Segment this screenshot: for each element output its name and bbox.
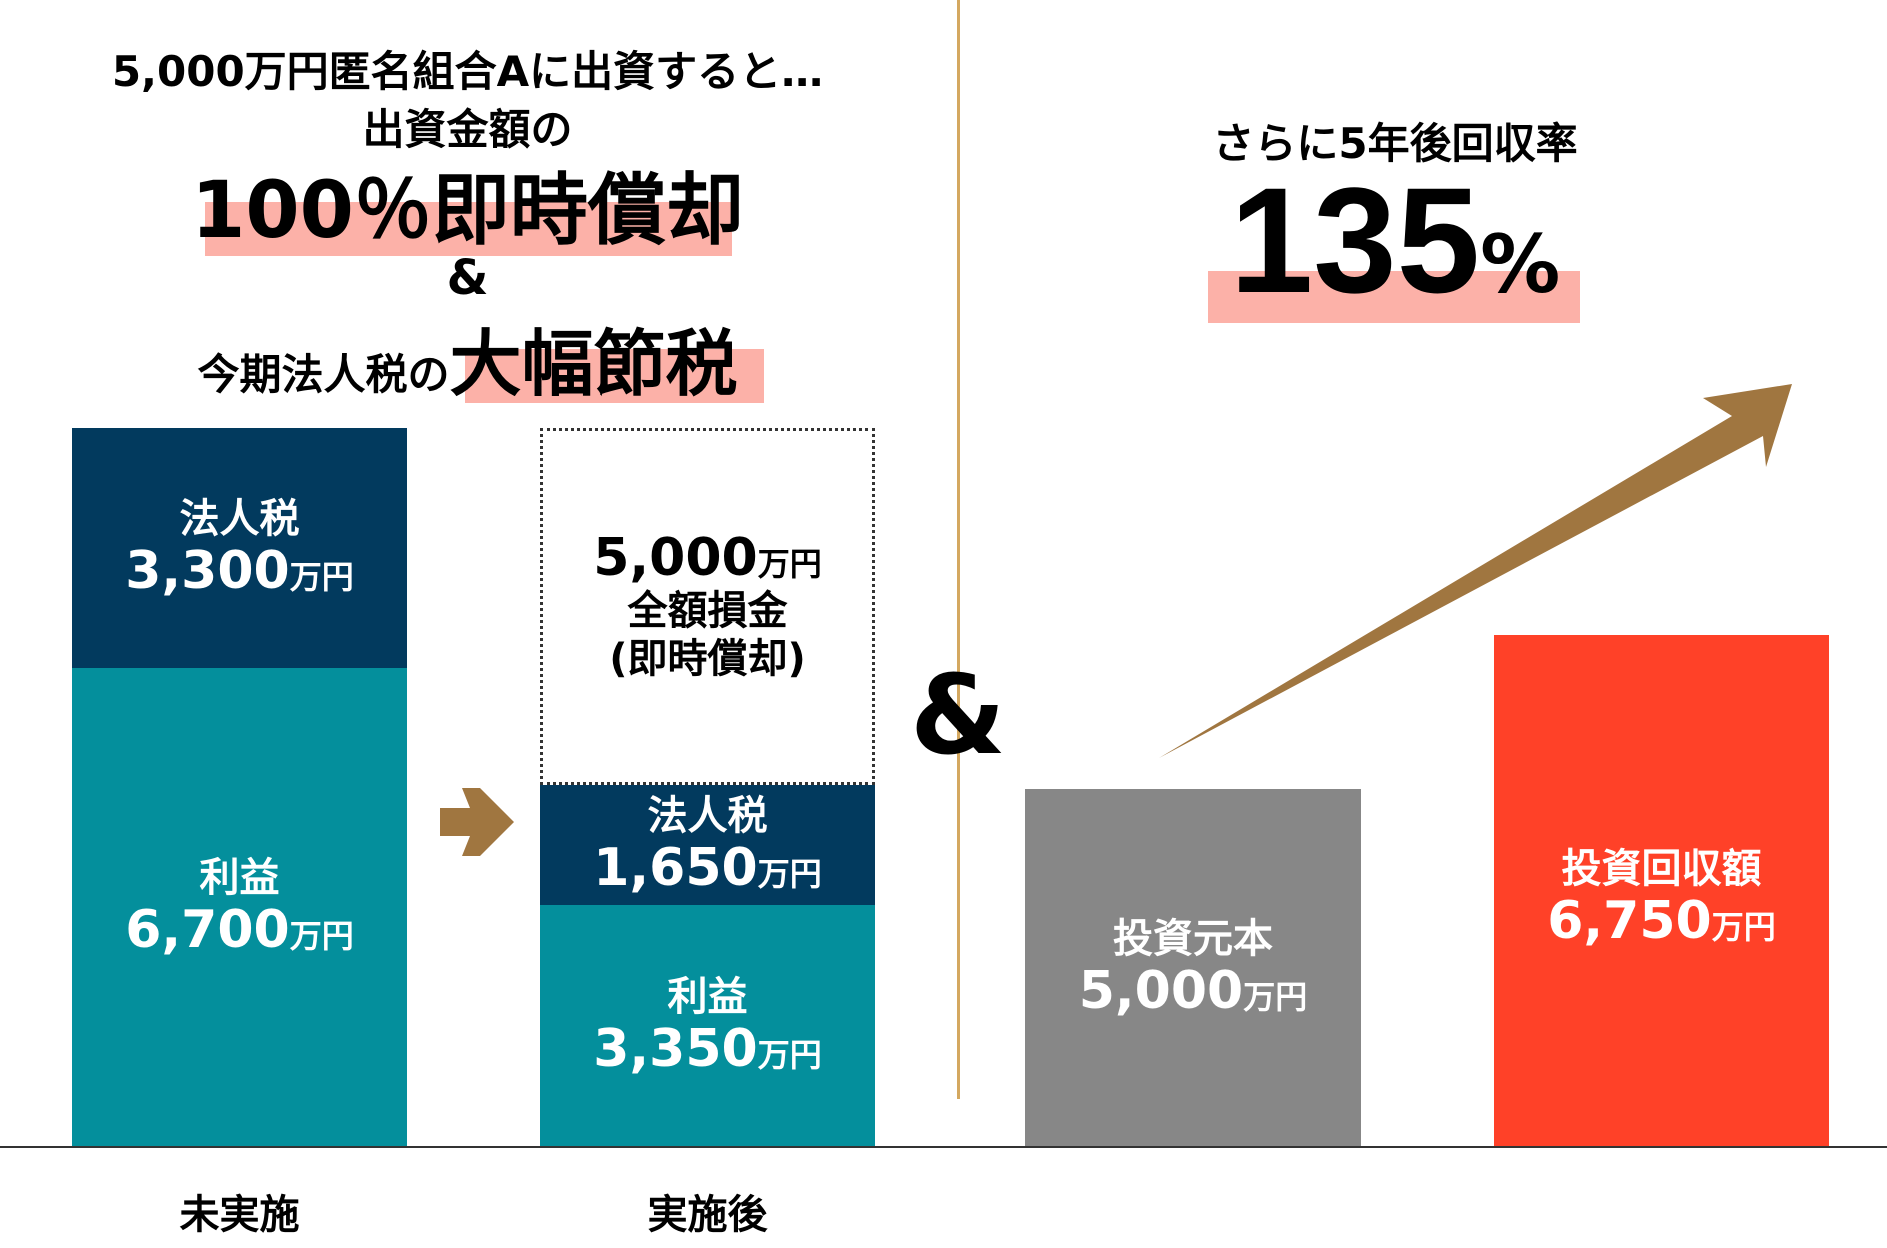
after-profit-amount: 3,350万円 <box>593 1018 822 1079</box>
rate-percent: % <box>1480 218 1561 311</box>
before-label: 未実施 <box>179 1192 300 1238</box>
heading-line4-prefix: 今期法人税の <box>197 350 450 399</box>
rate-number: 135 <box>1229 156 1481 324</box>
right-arrow-icon <box>440 788 514 856</box>
after-writeoff-note: (即時償却) <box>609 636 806 683</box>
before-profit-value: 6,700 <box>125 900 290 961</box>
after-tax-value: 1,650 <box>593 838 758 899</box>
principal-bar: 投資元本 5,000万円 <box>1025 789 1361 1146</box>
divider-line <box>957 0 960 1099</box>
recovery-label: 投資回収額 <box>1561 846 1762 892</box>
principal-label: 投資元本 <box>1113 915 1273 962</box>
recovery-unit: 万円 <box>1711 908 1776 946</box>
after-tax-segment: 法人税 1,650万円 <box>540 785 875 905</box>
after-writeoff-value: 5,000 <box>593 527 758 588</box>
after-label: 実施後 <box>647 1192 768 1238</box>
rate-heading: さらに5年後回収率 <box>1212 119 1578 168</box>
before-profit-segment: 利益 6,700万円 <box>72 668 407 1146</box>
before-tax-value: 3,300 <box>125 541 290 602</box>
before-tax-amount: 3,300万円 <box>125 543 354 600</box>
heading-line4-highlight: 大幅節税 <box>449 322 738 406</box>
after-writeoff-label: 全額損金 <box>627 588 788 635</box>
after-writeoff-segment: 5,000万円 全額損金 (即時償却) <box>540 428 875 785</box>
before-profit-unit: 万円 <box>289 917 354 956</box>
after-tax-amount: 1,650万円 <box>593 840 822 897</box>
after-tax-label: 法人税 <box>647 793 768 840</box>
after-profit-segment: 利益 3,350万円 <box>540 905 875 1146</box>
before-tax-label: 法人税 <box>179 496 300 543</box>
after-writeoff-amount: 5,000万円 <box>593 527 822 588</box>
recovery-value: 6,750 <box>1547 891 1712 951</box>
heading-line1: 5,000万円匿名組合Aに出資すると… <box>111 47 824 96</box>
principal-amount: 5,000万円 <box>1078 960 1308 1021</box>
after-profit-label: 利益 <box>667 973 748 1020</box>
baseline <box>0 1146 1887 1148</box>
recovery-bar: 投資回収額 6,750万円 <box>1494 635 1829 1146</box>
before-tax-segment: 法人税 3,300万円 <box>72 428 407 668</box>
before-profit-amount: 6,700万円 <box>125 902 354 959</box>
principal-unit: 万円 <box>1243 977 1308 1016</box>
after-profit-value: 3,350 <box>593 1018 758 1079</box>
highlight-rate <box>1208 271 1580 323</box>
heading-amp: & <box>446 250 489 306</box>
heading-line4: 今期法人税の大幅節税 <box>0 305 935 410</box>
highlight-writeoff <box>205 202 732 256</box>
after-writeoff-unit: 万円 <box>757 544 822 583</box>
heading-writeoff: 100％即時償却 <box>191 166 744 256</box>
middle-amp: & <box>910 651 1006 779</box>
after-tax-unit: 万円 <box>757 855 822 894</box>
heading-line2: 出資金額の <box>362 105 573 154</box>
after-profit-unit: 万円 <box>757 1035 822 1074</box>
principal-value: 5,000 <box>1078 960 1244 1021</box>
before-tax-unit: 万円 <box>289 558 354 597</box>
recovery-amount: 6,750万円 <box>1547 891 1776 951</box>
rate-value: 135% <box>1150 165 1640 315</box>
before-profit-label: 利益 <box>199 855 280 902</box>
highlight-tax-saving <box>465 349 764 403</box>
